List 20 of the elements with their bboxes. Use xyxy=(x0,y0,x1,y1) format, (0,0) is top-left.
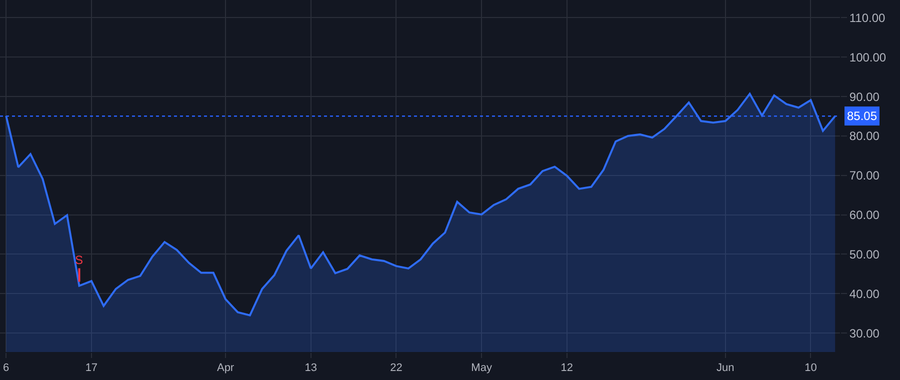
y-tick-label: 90.00 xyxy=(849,90,880,104)
x-tick-label: 10 xyxy=(804,362,817,374)
y-tick-label: 50.00 xyxy=(849,247,880,262)
y-tick-label: 60.00 xyxy=(849,208,880,222)
x-tick-label: May xyxy=(471,362,492,374)
x-tick-label: 17 xyxy=(85,362,98,374)
y-tick-label: 100.00 xyxy=(849,50,886,64)
x-tick-label: 22 xyxy=(390,362,402,374)
y-tick-label: 80.00 xyxy=(849,129,880,144)
x-tick-label: 13 xyxy=(304,362,318,374)
y-tick-label: 110.00 xyxy=(849,10,886,25)
x-tick-label: 12 xyxy=(560,362,574,374)
x-tick-label: Jun xyxy=(716,362,734,374)
y-tick-label: 40.00 xyxy=(849,286,880,301)
ref-line-label: 85.05 xyxy=(847,109,878,123)
annotation: S xyxy=(75,253,84,267)
x-tick-label: Apr xyxy=(216,362,234,374)
y-tick-label: 70.00 xyxy=(849,168,880,183)
x-tick-label: 6 xyxy=(3,362,10,374)
y-tick-label: 30.00 xyxy=(849,326,880,340)
